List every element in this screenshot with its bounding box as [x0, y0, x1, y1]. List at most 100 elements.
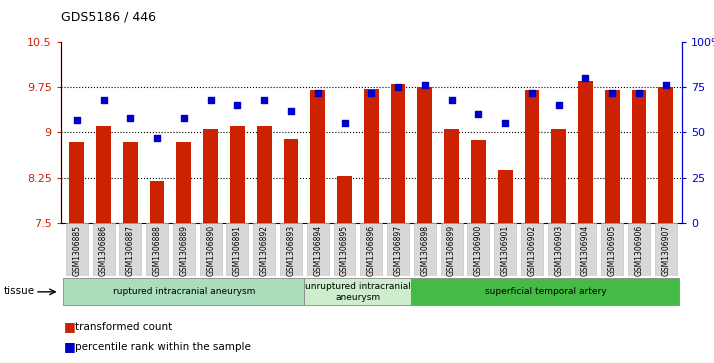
- Point: [258, 97, 270, 103]
- Bar: [283, 139, 298, 223]
- Point: [366, 90, 377, 95]
- Point: [231, 102, 243, 108]
- Point: [499, 121, 511, 126]
- Bar: [655, 223, 677, 276]
- Bar: [601, 223, 623, 276]
- Bar: [361, 223, 382, 276]
- Text: GSM1306888: GSM1306888: [153, 225, 161, 276]
- Bar: [337, 176, 352, 223]
- Bar: [391, 84, 406, 223]
- Point: [178, 115, 189, 121]
- Bar: [280, 223, 302, 276]
- Bar: [605, 90, 620, 223]
- Text: unruptured intracranial
aneurysm: unruptured intracranial aneurysm: [305, 282, 411, 302]
- Point: [419, 82, 431, 88]
- Bar: [69, 142, 84, 223]
- Text: GSM1306907: GSM1306907: [661, 225, 670, 276]
- Text: ■: ■: [64, 320, 76, 333]
- Bar: [364, 89, 378, 223]
- Text: GSM1306885: GSM1306885: [72, 225, 81, 276]
- Bar: [304, 278, 411, 305]
- Text: GSM1306894: GSM1306894: [313, 225, 322, 276]
- Bar: [521, 223, 543, 276]
- Point: [124, 115, 136, 121]
- Bar: [119, 223, 141, 276]
- Text: GSM1306889: GSM1306889: [179, 225, 188, 276]
- Bar: [575, 223, 596, 276]
- Text: GSM1306901: GSM1306901: [501, 225, 510, 276]
- Bar: [578, 81, 593, 223]
- Text: GSM1306903: GSM1306903: [554, 225, 563, 276]
- Bar: [658, 86, 673, 223]
- Bar: [628, 223, 650, 276]
- Text: GSM1306905: GSM1306905: [608, 225, 617, 276]
- Text: GSM1306893: GSM1306893: [286, 225, 296, 276]
- Text: GSM1306891: GSM1306891: [233, 225, 242, 276]
- Bar: [418, 87, 432, 223]
- Text: ■: ■: [64, 340, 76, 353]
- Point: [392, 84, 403, 90]
- Text: GDS5186 / 446: GDS5186 / 446: [61, 11, 156, 24]
- Bar: [548, 223, 570, 276]
- Point: [553, 102, 564, 108]
- Bar: [498, 170, 513, 223]
- Bar: [468, 223, 489, 276]
- Point: [633, 90, 645, 95]
- Bar: [387, 223, 409, 276]
- Bar: [146, 223, 168, 276]
- Text: GSM1306890: GSM1306890: [206, 225, 215, 276]
- Point: [98, 97, 109, 103]
- Text: tissue: tissue: [4, 286, 35, 297]
- Text: GSM1306899: GSM1306899: [447, 225, 456, 276]
- Point: [446, 97, 457, 103]
- Bar: [551, 130, 566, 223]
- Bar: [123, 142, 138, 223]
- Text: GSM1306906: GSM1306906: [635, 225, 643, 276]
- Bar: [253, 223, 275, 276]
- Bar: [96, 126, 111, 223]
- Point: [71, 117, 82, 123]
- Bar: [200, 223, 221, 276]
- Bar: [494, 223, 516, 276]
- Point: [312, 90, 323, 95]
- Bar: [632, 90, 646, 223]
- Bar: [441, 223, 463, 276]
- Bar: [173, 223, 195, 276]
- Point: [338, 121, 350, 126]
- Text: GSM1306887: GSM1306887: [126, 225, 135, 276]
- Text: GSM1306896: GSM1306896: [367, 225, 376, 276]
- Text: GSM1306900: GSM1306900: [474, 225, 483, 276]
- Bar: [66, 223, 88, 276]
- Bar: [150, 181, 164, 223]
- Point: [151, 135, 163, 141]
- Point: [285, 108, 296, 114]
- Bar: [307, 223, 328, 276]
- Point: [580, 75, 591, 81]
- Point: [660, 82, 671, 88]
- Text: GSM1306904: GSM1306904: [581, 225, 590, 276]
- Text: percentile rank within the sample: percentile rank within the sample: [75, 342, 251, 352]
- Text: GSM1306898: GSM1306898: [421, 225, 429, 276]
- Bar: [525, 90, 539, 223]
- Point: [473, 111, 484, 117]
- Bar: [230, 126, 245, 223]
- Text: GSM1306892: GSM1306892: [260, 225, 268, 276]
- Bar: [311, 90, 325, 223]
- Text: transformed count: transformed count: [75, 322, 172, 332]
- Bar: [414, 223, 436, 276]
- Text: GSM1306897: GSM1306897: [393, 225, 403, 276]
- Point: [526, 90, 538, 95]
- Bar: [176, 142, 191, 223]
- Bar: [444, 130, 459, 223]
- Bar: [93, 223, 114, 276]
- Bar: [226, 223, 248, 276]
- Bar: [257, 126, 271, 223]
- Bar: [471, 140, 486, 223]
- Text: GSM1306895: GSM1306895: [340, 225, 349, 276]
- Bar: [203, 130, 218, 223]
- Text: ruptured intracranial aneurysm: ruptured intracranial aneurysm: [113, 287, 255, 296]
- Text: superficial temporal artery: superficial temporal artery: [485, 287, 606, 296]
- Bar: [333, 223, 356, 276]
- Text: GSM1306886: GSM1306886: [99, 225, 108, 276]
- Bar: [411, 278, 679, 305]
